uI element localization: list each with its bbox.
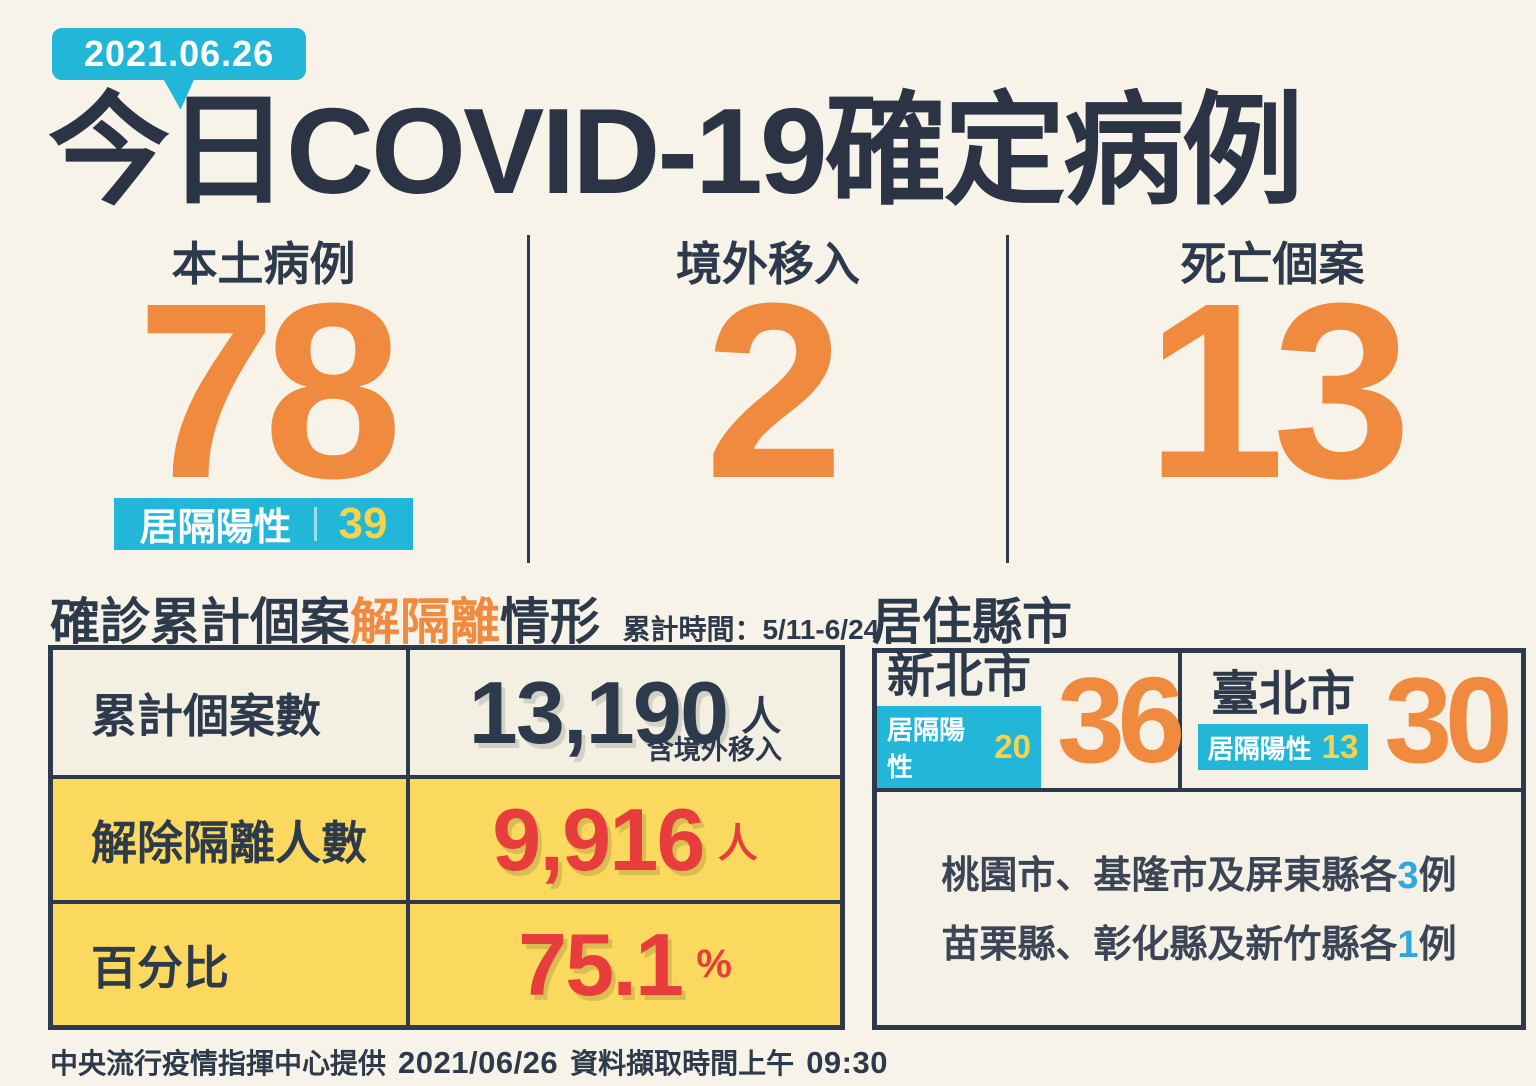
percentage-number: 75.1 — [518, 914, 684, 1014]
city-cell-new-taipei: 新北市 居隔陽性 20 36 — [877, 651, 1185, 792]
row-label-percentage: 百分比 — [53, 900, 410, 1025]
note-count: 1 — [1397, 924, 1419, 966]
heading-prefix: 確診累計個案 — [50, 594, 350, 650]
stat-label: 本土病例 — [171, 238, 356, 290]
released-unit: 人 — [717, 821, 758, 866]
city-case-count: 36 — [1056, 651, 1185, 788]
heading-suffix: 情形 — [500, 594, 600, 650]
city-name: 新北市 — [886, 650, 1031, 703]
vertical-divider — [1006, 235, 1009, 563]
isolation-section-heading: 確診累計個案解隔離情形 累計時間：5/11-6/24 — [50, 582, 879, 654]
vertical-divider — [527, 235, 530, 563]
note-suffix: 例 — [1418, 855, 1457, 897]
badge-label: 居隔陽性 — [887, 715, 966, 782]
footer-date: 2021/06/26 — [398, 1045, 559, 1080]
includes-imported-note: 含境外移入 — [647, 735, 782, 765]
quarantine-positive-badge: 居隔陽性 39 — [113, 497, 414, 550]
source-label: 中央流行疫情指揮中心提供 — [50, 1048, 387, 1079]
stats-row: 本土病例 78 居隔陽性 39 境外移入 2 死亡個案 13 — [0, 233, 1536, 565]
stat-value: 2 — [704, 250, 844, 530]
row-label-total-cases: 累計個案數 — [53, 650, 410, 775]
stat-value: 78 — [136, 250, 403, 530]
note-suffix: 例 — [1418, 924, 1457, 966]
city-case-count: 30 — [1384, 651, 1512, 788]
city-info: 臺北市 居隔陽性 13 — [1197, 668, 1369, 770]
percentage-unit: % — [696, 942, 732, 986]
stat-local-cases: 本土病例 78 居隔陽性 39 — [0, 233, 527, 565]
heading-highlight: 解隔離 — [350, 594, 500, 650]
badge-value: 39 — [338, 498, 388, 548]
row-value-released: 9,916 人 — [410, 775, 840, 900]
capture-time-label: 資料擷取時間上午 — [570, 1048, 795, 1079]
city-name: 臺北市 — [1210, 668, 1355, 721]
stat-imported-cases: 境外移入 2 — [530, 233, 1006, 565]
city-cell-taipei: 臺北市 居隔陽性 13 30 — [1182, 653, 1521, 792]
stat-label: 境外移入 — [676, 238, 860, 290]
stat-deaths: 死亡個案 13 — [1009, 233, 1536, 565]
date-badge-text: 2021.06.26 — [84, 33, 275, 74]
badge-value: 20 — [994, 728, 1031, 765]
badge-value: 13 — [1321, 728, 1359, 765]
note-prefix: 苗栗縣、彰化縣及新竹縣各 — [941, 924, 1398, 966]
other-counties-notes: 桃園市、基隆市及屏東縣各3例 苗栗縣、彰化縣及新竹縣各1例 — [877, 786, 1521, 1025]
total-cases-number: 13,190 — [468, 662, 729, 762]
footer: 中央流行疫情指揮中心提供 2021/06/26 資料擷取時間上午 09:30 — [50, 1042, 888, 1082]
region-section-heading: 居住縣市 — [872, 594, 1072, 650]
region-table: 新北市 居隔陽性 20 36 臺北市 居隔陽性 13 30 — [872, 648, 1526, 1030]
page-title: 今日COVID-19確定病例 — [48, 83, 1304, 219]
badge-label: 居隔陽性 — [1207, 733, 1312, 764]
date-badge: 2021.06.26 — [52, 28, 307, 80]
period-label: 累計時間：5/11-6/24 — [622, 614, 880, 645]
note-line: 桃園市、基隆市及屏東縣各3例 — [941, 844, 1456, 899]
city-row: 新北市 居隔陽性 20 36 臺北市 居隔陽性 13 30 — [877, 653, 1521, 792]
quarantine-positive-badge: 居隔陽性 13 — [1197, 724, 1369, 770]
note-line: 苗栗縣、彰化縣及新竹縣各1例 — [941, 913, 1456, 968]
row-label-released: 解除隔離人數 — [53, 775, 410, 900]
stat-value: 13 — [1145, 250, 1412, 530]
city-info: 新北市 居隔陽性 20 — [877, 653, 1041, 788]
released-number: 9,916 — [492, 789, 705, 889]
badge-label: 居隔陽性 — [139, 507, 292, 550]
row-value-total-cases: 13,190 人 含境外移入 — [410, 650, 840, 775]
note-prefix: 桃園市、基隆市及屏東縣各 — [941, 855, 1398, 897]
isolation-table: 累計個案數 13,190 人 含境外移入 解除隔離人數 9,916 人 百分比 … — [48, 645, 845, 1030]
row-value-percentage: 75.1 % — [410, 900, 840, 1025]
stat-label: 死亡個案 — [1180, 238, 1365, 290]
note-count: 3 — [1397, 855, 1419, 897]
total-cases-unit: 人 — [741, 694, 782, 739]
capture-time: 09:30 — [806, 1045, 888, 1080]
badge-separator — [313, 506, 317, 541]
quarantine-positive-badge: 居隔陽性 20 — [877, 706, 1041, 788]
